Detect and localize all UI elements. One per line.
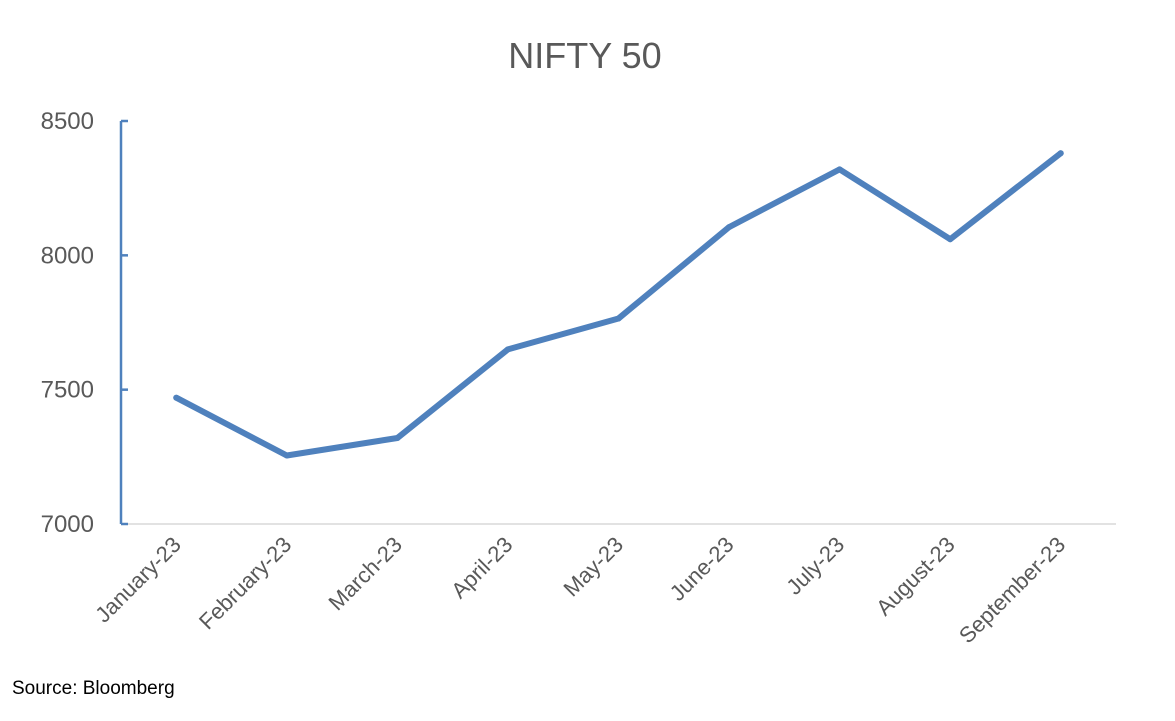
data-point bbox=[615, 315, 622, 322]
axes bbox=[119, 121, 1116, 525]
chart-title: NIFTY 50 bbox=[508, 35, 661, 76]
y-tick-label: 7500 bbox=[41, 377, 94, 404]
x-tick-label: August-23 bbox=[871, 532, 960, 621]
x-tick-label: March-23 bbox=[324, 532, 407, 615]
data-point bbox=[1057, 150, 1064, 157]
data-point bbox=[836, 166, 843, 173]
series-line bbox=[173, 150, 1064, 459]
data-point bbox=[394, 435, 401, 442]
y-tick-label: 7000 bbox=[41, 511, 94, 538]
x-tick-label: July-23 bbox=[781, 532, 849, 600]
x-tick-label: May-23 bbox=[558, 532, 628, 602]
data-point bbox=[504, 346, 511, 353]
data-point bbox=[283, 452, 290, 459]
x-tick-labels: January-23 February-23 March-23 April-23 May… bbox=[90, 532, 1070, 648]
series-layer bbox=[173, 150, 1064, 459]
x-tick-label: September-23 bbox=[954, 532, 1070, 648]
data-point bbox=[947, 236, 954, 243]
x-tick-label: April-23 bbox=[446, 532, 517, 603]
y-tick-labels: 7000 7500 8000 8500 bbox=[41, 108, 128, 538]
y-tick-label: 8000 bbox=[41, 242, 94, 269]
y-tick-label: 8500 bbox=[41, 108, 94, 135]
x-tick-label: February-23 bbox=[194, 532, 296, 634]
x-tick-label: January-23 bbox=[90, 532, 186, 628]
source-note: Source: Bloomberg bbox=[12, 678, 175, 699]
data-point bbox=[173, 394, 180, 401]
data-point bbox=[726, 224, 733, 231]
x-tick-label: June-23 bbox=[665, 532, 739, 606]
